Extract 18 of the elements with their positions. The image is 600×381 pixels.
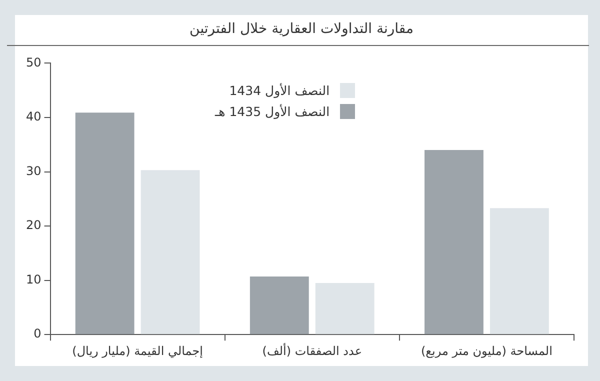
y-tick-label: 50 [26, 55, 42, 70]
y-tick-label: 20 [26, 218, 42, 232]
chart-title: مقارنة التداولات العقارية خلال الفترتين [188, 21, 414, 37]
y-tick-label: 30 [26, 164, 42, 178]
legend-label: النصف الأول 1435 هـ [215, 104, 330, 119]
bar [140, 170, 200, 334]
legend-label: النصف الأول 1434 [229, 83, 330, 98]
x-tick-label: المساحة (مليون متر مربع) [420, 344, 552, 358]
bar [315, 283, 374, 334]
bar [250, 276, 309, 334]
y-tick-label: 0 [34, 326, 42, 341]
bar [424, 150, 484, 334]
x-tick-label: إجمالي القيمة (مليار ريال) [72, 344, 203, 358]
bar [75, 112, 134, 334]
y-tick-label: 40 [26, 110, 42, 124]
y-tick-label: 10 [26, 272, 42, 286]
bar [490, 208, 549, 334]
x-tick-label: عدد الصفقات (ألف) [262, 342, 362, 358]
